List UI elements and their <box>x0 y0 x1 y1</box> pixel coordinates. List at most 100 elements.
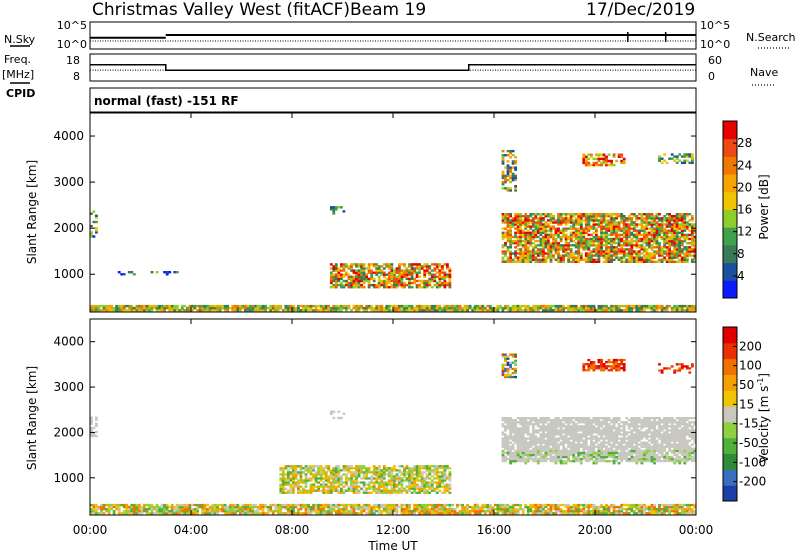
cell-power-0 <box>408 309 411 312</box>
cell-power-3 <box>377 271 381 274</box>
cell-velocity-0 <box>289 512 293 515</box>
cell-power-5 <box>564 242 568 245</box>
cell-power-3 <box>405 269 409 272</box>
cell-power-8 <box>660 161 664 164</box>
cell-power-0 <box>478 306 482 310</box>
cell-velocity-0 <box>132 508 136 511</box>
cell-velocity-3 <box>362 489 366 492</box>
cell-power-5 <box>600 246 603 249</box>
cell-velocity-0 <box>534 510 538 513</box>
cell-power-3 <box>332 279 336 283</box>
cell-velocity-4 <box>504 451 507 454</box>
cell-power-5 <box>516 215 520 218</box>
cell-power-5 <box>592 227 596 230</box>
cell-power-3 <box>334 267 338 270</box>
cell-power-5 <box>542 237 545 241</box>
cell-velocity-0 <box>244 510 247 513</box>
cell-velocity-4 <box>539 425 543 428</box>
cell-power-5 <box>693 256 697 259</box>
cell-power-5 <box>660 227 664 230</box>
cell-power-5 <box>635 237 639 241</box>
cell-power-5 <box>678 213 682 216</box>
cell-power-5 <box>526 221 530 224</box>
cell-power-5 <box>612 227 616 230</box>
cell-power-0 <box>653 306 656 310</box>
cell-velocity-4 <box>516 443 520 446</box>
cell-power-5 <box>590 252 593 255</box>
cell-power-5 <box>653 233 656 237</box>
cell-power-5 <box>610 258 613 261</box>
cell-power-5 <box>655 227 659 230</box>
cell-power-5 <box>579 229 583 232</box>
cell-power-5 <box>595 250 598 253</box>
cell-velocity-0 <box>663 503 666 507</box>
cell-power-5 <box>683 215 687 218</box>
cell-velocity-0 <box>360 508 363 511</box>
cell-power-5 <box>572 252 576 255</box>
cell-velocity-4 <box>524 423 528 426</box>
cell-power-7 <box>584 163 588 167</box>
cell-power-5 <box>501 213 505 216</box>
cell-power-0 <box>413 306 416 310</box>
cell-power-5 <box>569 217 573 220</box>
cell-power-5 <box>600 213 603 216</box>
cell-velocity-0 <box>668 508 671 511</box>
cell-power-0 <box>398 306 401 310</box>
cell-velocity-0 <box>130 508 134 511</box>
cell-power-5 <box>693 227 697 230</box>
cell-velocity-0 <box>231 512 235 515</box>
cell-power-5 <box>574 250 578 253</box>
cell-velocity-0 <box>562 512 565 515</box>
cell-velocity-0 <box>494 508 497 511</box>
cell-power-5 <box>509 258 512 261</box>
cell-velocity-3 <box>309 467 313 470</box>
cell-velocity-0 <box>529 510 533 513</box>
cell-velocity-3 <box>408 481 411 484</box>
cell-velocity-3 <box>425 483 429 486</box>
cell-power-5 <box>547 213 550 216</box>
cell-power-5 <box>675 217 679 220</box>
cell-velocity-3 <box>294 483 298 486</box>
cell-power-3 <box>377 286 381 289</box>
cell-power-3 <box>435 283 439 287</box>
cell-velocity-0 <box>188 503 192 507</box>
cell-power-5 <box>670 225 674 228</box>
cell-power-0 <box>160 304 164 308</box>
cell-power-5 <box>607 239 611 243</box>
cell-velocity-0 <box>365 512 368 515</box>
cell-power-3 <box>390 267 394 270</box>
cell-velocity-0 <box>471 510 475 513</box>
cell-velocity-0 <box>266 510 270 513</box>
cell-power-5 <box>605 256 608 259</box>
cell-velocity-0 <box>130 505 134 509</box>
cell-velocity-3 <box>332 489 336 492</box>
cell-velocity-0 <box>486 505 490 509</box>
cell-power-3 <box>443 275 447 278</box>
cell-velocity-0 <box>680 512 684 515</box>
cell-velocity-3 <box>423 467 427 470</box>
cell-power-5 <box>511 219 515 222</box>
cell-velocity-4 <box>549 439 553 442</box>
cell-velocity-4 <box>547 433 550 436</box>
cell-velocity-4 <box>539 427 543 430</box>
cell-power-3 <box>443 263 447 266</box>
cell-power-0 <box>367 304 371 308</box>
cell-velocity-0 <box>329 510 333 513</box>
cell-power-6 <box>506 174 510 178</box>
cell-power-0 <box>289 304 293 308</box>
cell-velocity-4 <box>504 417 507 420</box>
cell-power-3 <box>367 265 371 268</box>
cell-power-3 <box>334 286 338 289</box>
cell-velocity-4 <box>549 443 553 446</box>
cell-velocity-3 <box>372 481 376 484</box>
cell-velocity-3 <box>292 485 295 488</box>
cell-velocity-3 <box>362 485 366 488</box>
cell-power-0 <box>408 306 411 310</box>
cell-power-3 <box>387 279 391 283</box>
cell-velocity-3 <box>372 469 376 472</box>
cell-velocity-0 <box>150 505 154 509</box>
cell-power-5 <box>655 215 659 218</box>
cell-power-5 <box>509 221 512 224</box>
cell-velocity-0 <box>254 503 257 507</box>
cell-velocity-0 <box>534 503 538 507</box>
